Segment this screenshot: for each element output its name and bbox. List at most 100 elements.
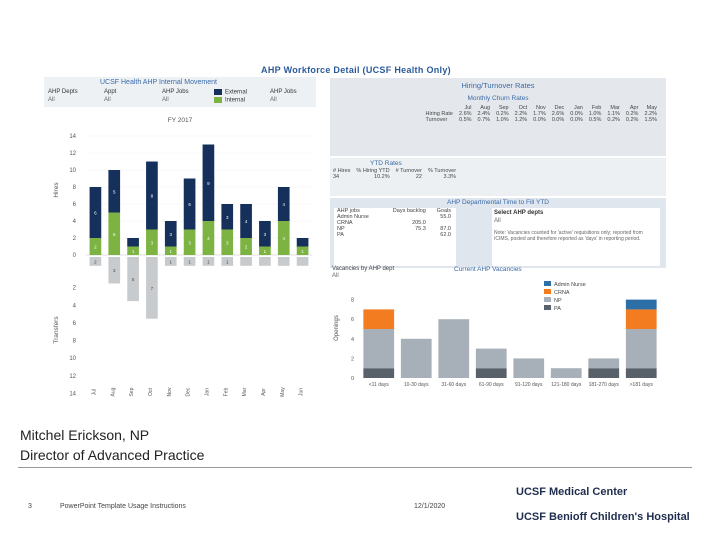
turnover-title: Hiring/Turnover Rates <box>461 81 535 90</box>
monthly-cell: 1.2% <box>514 117 528 123</box>
month-label: Jun <box>299 388 305 396</box>
filter-depts-value[interactable]: All <box>48 97 55 103</box>
label-external: 4 <box>282 202 285 207</box>
label-transfer: 3 <box>113 268 116 273</box>
label-internal: 2 <box>94 245 97 250</box>
bar-external <box>164 221 177 247</box>
ttf-goal: 62.0 <box>440 232 451 238</box>
bar-internal <box>146 229 158 255</box>
ytd-value-cell: 34 <box>333 174 340 180</box>
vac-legend-swatch <box>544 297 551 302</box>
month-label: Nov <box>167 387 173 396</box>
label-external: 9 <box>207 181 210 186</box>
legend-external-swatch <box>214 89 222 95</box>
ttf-days: 205.0 <box>412 220 426 226</box>
transfers-tick: 14 <box>69 391 76 397</box>
ttf-title: AHP Departmental Time to Fill YTD <box>447 199 549 206</box>
label-internal: 3 <box>151 240 154 245</box>
bar-internal <box>127 246 139 255</box>
ttf-select-value[interactable]: All <box>494 218 501 224</box>
filter-jobs-value[interactable]: All <box>162 97 169 103</box>
monthly-cell: 2.4% <box>477 111 491 117</box>
ttf-row: CRNA 205.0 <box>334 220 454 226</box>
vacancies-right-title: Current AHP Vacancies <box>454 266 522 273</box>
bar-external <box>221 204 234 230</box>
turnover-panel: Hiring/Turnover Rates Monthly Churn Rate… <box>330 78 666 156</box>
filter-jobs2-value[interactable]: All <box>270 97 277 103</box>
ttf-row: Admin Nurse 55.0 <box>334 214 454 220</box>
bar-internal <box>89 238 102 255</box>
hires-tick: 14 <box>69 134 76 140</box>
logo2-prefix: UCSF <box>516 511 546 523</box>
vac-category-label: 181-270 days <box>589 382 620 388</box>
label-internal: 1 <box>264 249 267 254</box>
monthly-row: Turnover 0.5% 0.7% 1.0% 1.2% 0.0% 0.0% 0.0% 0.5%… <box>422 117 660 123</box>
vac-bar-segment <box>363 309 395 329</box>
ttf-days <box>381 232 429 238</box>
monthly-rates-table: Jul Aug Sep Oct Nov Dec Jan Feb Mar Apr May Hiring … <box>422 105 660 123</box>
ytd-header-cell: % Hiring YTD <box>356 168 390 174</box>
legend-internal-swatch <box>214 97 222 103</box>
legend-external: External <box>214 89 247 96</box>
label-internal: 1 <box>132 249 135 254</box>
bar-external <box>296 238 309 247</box>
vac-legend-swatch <box>544 281 551 286</box>
vac-bar-segment <box>625 368 657 378</box>
vac-bar-segment <box>625 329 657 369</box>
label-internal: 4 <box>207 236 210 241</box>
label-external: 4 <box>245 219 248 224</box>
monthly-row-label: Turnover <box>425 117 448 123</box>
bar-internal <box>202 221 215 255</box>
monthly-cell: 2.6% <box>551 111 565 117</box>
monthly-row-label: Hiring Rate <box>425 111 453 117</box>
monthly-header-cell: Aug <box>480 105 491 111</box>
ucsf-benioff-logo: UCSF Benioff Children's Hospital <box>516 511 690 523</box>
legend-internal-label: Internal <box>225 97 246 104</box>
ttf-days: 75.3 <box>415 226 426 232</box>
monthly-cell: 0.0% <box>570 111 583 117</box>
ucsf-medical-center-logo: UCSF Medical Center <box>516 486 627 498</box>
bar-internal <box>296 246 309 255</box>
vac-category-label: 31-60 days <box>441 382 466 388</box>
vac-bar-segment <box>475 348 507 369</box>
bar-transfer <box>296 257 309 266</box>
bar-transfer <box>127 257 139 302</box>
vac-bar-segment <box>363 329 395 369</box>
ttf-select-label: Select AHP depts <box>494 210 544 216</box>
ytd-header-cell: # Turnover <box>395 168 422 174</box>
dashboard-title: AHP Workforce Detail (UCSF Health Only) <box>261 65 451 75</box>
vac-legend-label: NP <box>554 298 562 304</box>
vac-tick: 8 <box>351 298 354 304</box>
label-transfer: 7 <box>151 286 154 291</box>
label-internal: 5 <box>113 232 116 237</box>
monthly-header-cell: Feb <box>591 105 602 111</box>
fy-label: FY 2017 <box>168 117 193 124</box>
vac-bar-segment <box>475 368 507 378</box>
vac-bar-segment <box>588 358 620 369</box>
monthly-cell: 0.0% <box>570 117 583 123</box>
filter-appt-value[interactable]: All <box>104 97 111 103</box>
vac-category-label: 91-120 days <box>515 382 543 388</box>
bar-transfer <box>146 257 158 319</box>
transfers-tick: 2 <box>73 286 77 292</box>
ytd-header-cell: % Turnover <box>427 168 457 174</box>
transfers-tick: 8 <box>73 339 77 345</box>
bar-transfer <box>89 257 102 266</box>
label-transfer: 1 <box>169 259 172 264</box>
ttf-header-cell: AHP jobs <box>337 208 360 214</box>
vac-bar-segment <box>400 338 432 378</box>
month-label: Jan <box>204 388 210 396</box>
ttf-select-box: Select AHP depts All Note: Vacancies cou… <box>492 208 660 266</box>
bar-internal <box>221 229 234 255</box>
label-transfer: 1 <box>207 259 210 264</box>
vac-legend-label: PA <box>554 306 561 312</box>
ytd-panel: YTD Rates # Hires % Hiring YTD # Turnover%… <box>330 158 666 196</box>
bar-transfer <box>277 257 290 266</box>
bar-transfer <box>183 257 196 266</box>
vac-tick: 6 <box>351 317 354 323</box>
label-external: 3 <box>226 215 229 220</box>
transfers-tick: 10 <box>69 356 76 362</box>
monthly-cell: 0.2% <box>607 117 620 123</box>
hires-tick: 2 <box>73 236 77 242</box>
vacancies-left-value[interactable]: All <box>332 273 339 279</box>
